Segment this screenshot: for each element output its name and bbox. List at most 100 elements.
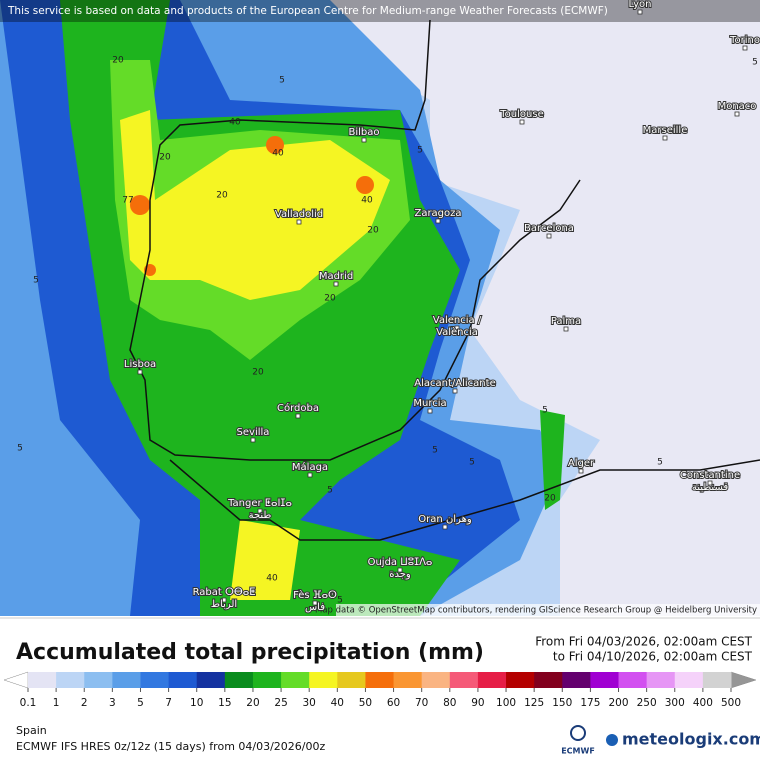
ecmwf-icon: [570, 725, 586, 741]
brand: meteologix.com: [622, 730, 760, 749]
legend-swatch: [84, 672, 113, 688]
legend-label: 250: [637, 697, 657, 709]
city-marker: [442, 524, 448, 530]
legend-label: 60: [387, 697, 400, 709]
city-label: Málaga: [292, 461, 328, 473]
contour-label: 5: [33, 276, 39, 286]
city-marker: [707, 480, 713, 486]
city-label: Rabat ⵔⴱⴰⵟ: [193, 587, 256, 598]
model: ECMWF IFS HRES 0z/12z (15 days) from 04/…: [16, 740, 326, 753]
city-label: وجدة: [389, 569, 411, 580]
city-label: Madrid: [319, 271, 353, 282]
contour-label: 5: [327, 486, 333, 496]
city-marker: [519, 119, 525, 125]
city-marker: [427, 408, 433, 414]
contour-label: 5: [337, 596, 343, 606]
legend-swatch: [28, 672, 57, 688]
title: Accumulated total precipitation (mm): [16, 640, 484, 665]
legend: 0.1 1 2 3 5 7 10 15 20 25 30 40 50 60 70 80 90 100 125 150 1…: [3, 671, 757, 709]
legend-swatch: [421, 672, 451, 688]
legend-swatch: [309, 672, 338, 688]
city-label: Lyon: [628, 0, 651, 10]
city-marker: [637, 9, 643, 15]
map: [0, 0, 760, 616]
city-label: València: [436, 326, 478, 338]
city-label: Zaragoza: [414, 208, 461, 219]
contour-label: 20: [544, 494, 556, 504]
city-marker: [734, 111, 740, 117]
city-marker: [578, 468, 584, 474]
legend-label: 2: [81, 697, 88, 709]
legend-swatch: [56, 672, 85, 688]
legend-label: 10: [190, 697, 203, 709]
city-label: Toulouse: [499, 109, 543, 120]
legend-swatch: [140, 672, 170, 688]
contour-label: 20: [216, 191, 228, 201]
legend-label: 200: [608, 697, 628, 709]
city-marker: [307, 472, 313, 478]
legend-under: [3, 671, 29, 689]
legend-label: 7: [165, 697, 172, 709]
legend-swatch: [590, 672, 620, 688]
contour-label: 20: [324, 294, 336, 304]
legend-label: 1: [53, 697, 60, 709]
legend-swatch: [562, 672, 591, 688]
legend-label: 70: [415, 697, 428, 709]
city-marker: [137, 369, 143, 375]
legend-over: [730, 671, 757, 689]
city-label: Monaco: [718, 101, 757, 112]
legend-swatch: [506, 672, 535, 688]
legend-label: 125: [524, 697, 544, 709]
city-label: Alacant/Alicante: [414, 378, 495, 389]
city-label: Fès ⴼⴰⵙ: [293, 589, 337, 601]
city-label: Valencia /: [433, 315, 482, 326]
city-label: Oran وهران: [418, 514, 472, 525]
legend-label: 3: [109, 697, 116, 709]
legend-label: 500: [721, 697, 741, 709]
city-marker: [296, 219, 302, 225]
contour-label: 5: [17, 444, 23, 454]
city-label: Palma: [551, 316, 581, 327]
attribution: Map data © OpenStreetMap contributors, r…: [315, 606, 757, 616]
city-label: فاس: [305, 602, 325, 613]
city-marker: [312, 600, 318, 606]
contour-label: 20: [112, 56, 124, 66]
city-marker: [435, 218, 441, 224]
legend-swatch: [365, 672, 395, 688]
cities: Lyon Torino Monaco Toulouse Marseille Bilbao Z…: [123, 0, 760, 614]
contour-label: 5: [417, 146, 423, 156]
legend-label: 15: [218, 697, 231, 709]
legend-label: 25: [274, 697, 287, 709]
city-label: Torino: [729, 35, 760, 46]
city-marker: [250, 437, 256, 443]
city-label: Constantine: [680, 470, 740, 481]
legend-swatch: [337, 672, 366, 688]
city-marker: [333, 281, 339, 287]
legend-label: 150: [552, 697, 572, 709]
legend-swatch: [224, 672, 254, 688]
legend-swatch: [393, 672, 423, 688]
region: Spain: [16, 724, 47, 737]
city-label: Sevilla: [237, 427, 270, 438]
ecmwf-logo: ECMWF: [561, 747, 595, 756]
contour-label: 5: [469, 458, 475, 468]
legend-label: 40: [331, 697, 344, 709]
contour-label: 77: [122, 196, 133, 206]
city-label: Alger: [568, 458, 595, 469]
city-marker: [454, 325, 460, 331]
city-label: Valladolid: [275, 209, 323, 220]
city-label: قسنطينة: [692, 482, 729, 493]
legend-swatch: [646, 672, 676, 688]
legend-label: 400: [693, 697, 713, 709]
legend-label: 5: [137, 697, 144, 709]
legend-swatch: [674, 672, 704, 688]
city-marker: [452, 388, 458, 394]
legend-label: 30: [303, 697, 316, 709]
brand-icon: [606, 734, 618, 746]
city-marker: [662, 135, 668, 141]
legend-swatch: [196, 672, 226, 688]
legend-label: 0.1: [20, 697, 37, 709]
legend-label: 300: [665, 697, 685, 709]
legend-label: 50: [359, 697, 372, 709]
